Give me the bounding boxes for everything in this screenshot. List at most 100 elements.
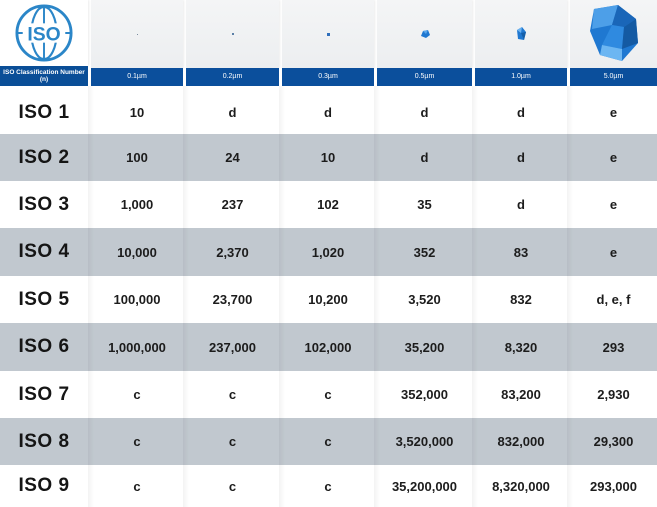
particle-medium-icon [420,30,430,38]
table-cell: 35 [417,197,432,212]
table-cell: 100,000 [113,292,161,307]
header-class-column: ISO ISO Classification Number (n) [0,0,88,86]
table-cell: 29,300 [593,434,634,449]
table-cell: 237,000 [209,339,256,355]
header-size-label: 0.5µm [377,68,472,86]
table-cell: 237 [221,197,244,212]
table-cell: 3,520,000 [395,434,454,449]
particle-small-icon [326,32,330,36]
header-size-5-0: 5.0µm [570,0,657,86]
table-cell: d [420,105,429,120]
header-size-label: 0.3µm [282,68,374,86]
table-cell: c [133,434,141,449]
table-cell: e [609,150,618,165]
table-cell: 10 [129,105,145,120]
table-cell: 35,200 [404,339,445,355]
column-divider [183,86,189,507]
table-cell: 293,000 [590,478,637,494]
particle-0-3-image [282,0,374,68]
particle-0-2-image [186,0,279,68]
table-row: ISO 9 c c c 35,200,000 8,320,000 293,000 [0,465,657,507]
header-size-0-5: 0.5µm [377,0,472,86]
table-cell: 832 [510,292,532,307]
iso-class-label: ISO 8 [18,430,70,452]
table-row: ISO 8 c c c 3,520,000 832,000 29,300 [0,418,657,465]
table-cell: 1,020 [311,244,345,260]
iso-class-label: ISO 2 [18,146,70,168]
table-cell: 102,000 [304,339,352,355]
header-size-label: 1.0µm [475,68,567,86]
table-cell: c [324,434,332,449]
table-cell: 83,200 [501,387,541,402]
table-cell: 1,000 [120,197,154,212]
table-cell: 102 [317,197,339,212]
particle-xlarge-icon [589,5,638,61]
table-cell: 293 [602,339,625,355]
table-row: ISO 3 1,000 237 102 35 d e [0,181,657,228]
table-cell: c [228,387,237,402]
table-cell: 24 [225,150,240,165]
table-cell: d [517,197,525,212]
iso-logo-icon: ISO [15,4,73,62]
column-divider [374,86,380,507]
table-cell: c [133,478,141,494]
table-cell: c [228,434,237,449]
column-divider [567,86,573,507]
table-cell: c [324,478,332,494]
table-row: ISO 7 c c c 352,000 83,200 2,930 [0,371,657,418]
table-row: ISO 5 100,000 23,700 10,200 3,520 832 d,… [0,276,657,323]
table-cell: 10,000 [117,244,157,260]
particle-0-1-image [91,0,183,68]
table-row: ISO 6 1,000,000 237,000 102,000 35,200 8… [0,323,657,371]
iso-class-label: ISO 5 [18,288,70,310]
table-cell: e [609,105,618,120]
iso-class-label: ISO 9 [18,475,70,496]
table-cell: 10 [320,150,336,165]
particle-5-0-image [570,0,657,68]
header-size-0-3: 0.3µm [282,0,374,86]
table-cell: 100 [126,150,148,165]
table-cell: 2,930 [597,387,630,402]
table-cell: d [228,105,237,120]
table-cell: d [517,150,525,165]
particle-1-0-image [475,0,567,68]
column-divider [279,86,285,507]
iso-logo-text: ISO [27,25,60,46]
iso-class-label: ISO 6 [18,336,70,357]
iso-class-label: ISO 1 [18,101,70,123]
iso-class-label: ISO 7 [18,383,70,405]
table-cell: d [420,150,429,165]
table-cell: 1,000,000 [108,339,166,355]
table-cell: 2,370 [216,244,249,260]
table-cell: 8,320,000 [492,478,550,494]
header-size-label: 0.1µm [91,68,183,86]
table-cell: 3,520 [408,292,441,307]
table-cell: 10,200 [308,292,348,307]
table-row: ISO 4 10,000 2,370 1,020 352 83 e [0,228,657,276]
table-cell: 8,320 [504,339,538,355]
iso-class-label: ISO 3 [18,193,70,215]
table-cell: 35,200,000 [391,478,458,494]
table-cell: d [517,105,525,120]
table-cell: d [324,105,332,120]
table-cell: e [609,197,618,212]
table-cell: c [324,387,332,402]
iso-logo-box: ISO [0,0,88,66]
table-row: ISO 2 100 24 10 d d e [0,134,657,181]
header-size-label: 5.0µm [570,68,657,86]
table-cell: 352,000 [401,387,448,402]
iso-class-label: ISO 4 [18,241,70,262]
table-cell: 83 [513,244,529,260]
particle-small-icon [231,33,234,35]
particle-0-5-image [377,0,472,68]
header-size-0-2: 0.2µm [186,0,279,86]
table-cell: d, e, f [596,292,631,307]
table-cell: e [609,244,618,260]
header-size-label: 0.2µm [186,68,279,86]
particle-large-icon [517,27,526,40]
particle-tiny-icon [136,33,138,35]
table-cell: c [133,387,141,402]
table-cell: c [228,478,237,494]
table-cell: 832,000 [497,434,545,449]
